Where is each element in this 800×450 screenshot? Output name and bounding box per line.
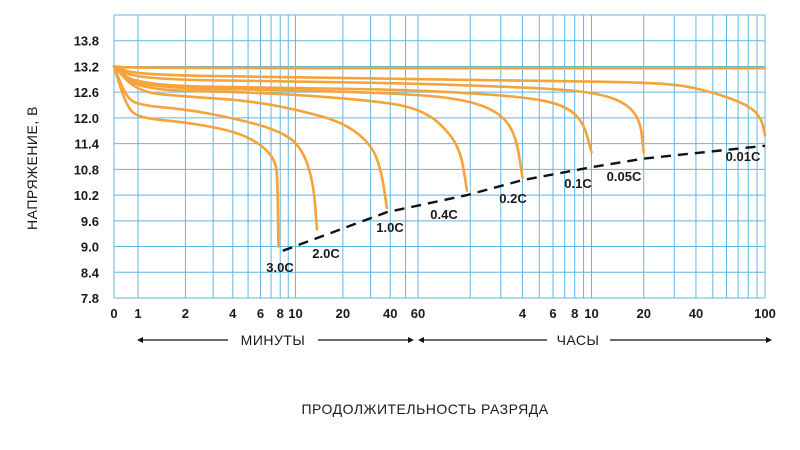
cutoff-voltage-line xyxy=(282,144,766,252)
minutes-label: МИНУТЫ xyxy=(241,332,306,348)
series-line-0_01C xyxy=(112,65,767,137)
series-line-0_4C xyxy=(112,65,469,193)
x-tick-label: 10 xyxy=(288,306,302,321)
rate-label: 0.1C xyxy=(564,176,592,191)
y-tick-label: 9.0 xyxy=(81,240,99,255)
hours-span: ЧАСЫ xyxy=(418,332,772,348)
y-axis-ticks: 13.8 13.2 12.6 12.0 11.4 10.8 10.2 9.6 9.0 8.4 7.8 xyxy=(74,34,100,306)
rate-label: 0.4C xyxy=(430,207,458,222)
y-tick-label: 11.4 xyxy=(74,137,99,152)
x-tick-label: 40 xyxy=(383,306,397,321)
rate-labels: 3.0C 2.0C 1.0C 0.4C 0.2C 0.1C 0.05C 0.01C xyxy=(266,149,761,275)
y-tick-label: 12.6 xyxy=(74,85,99,100)
y-tick-label: 8.4 xyxy=(81,265,100,280)
y-tick-label: 7.8 xyxy=(81,291,99,306)
y-tick-label: 13.8 xyxy=(74,34,99,49)
x-tick-label: 10 xyxy=(584,306,598,321)
x-tick-label: 40 xyxy=(689,306,703,321)
series-line-0_05C xyxy=(112,65,645,154)
rate-label: 1.0C xyxy=(376,220,404,235)
series-line-float xyxy=(112,65,767,70)
x-tick-label: 60 xyxy=(411,306,425,321)
rate-label: 3.0C xyxy=(266,260,294,275)
y-tick-label: 9.6 xyxy=(81,214,99,229)
discharge-curves xyxy=(112,65,767,248)
hours-label: ЧАСЫ xyxy=(557,332,600,348)
y-axis-title: НАПРЯЖЕНИЕ, В xyxy=(24,106,40,230)
x-tick-label: 6 xyxy=(257,306,264,321)
chart-grid xyxy=(113,14,766,299)
x-axis-ticks: 0 1 2 4 6 8 10 20 40 60 4 6 8 10 20 40 100 xyxy=(110,306,775,321)
x-tick-label: 100 xyxy=(754,306,776,321)
x-tick-label: 20 xyxy=(636,306,650,321)
series-line-3_0C xyxy=(112,65,280,248)
y-tick-label: 10.8 xyxy=(74,162,99,177)
y-tick-label: 10.2 xyxy=(74,188,99,203)
x-tick-label: 20 xyxy=(336,306,350,321)
x-tick-label: 4 xyxy=(519,306,527,321)
rate-label: 0.2C xyxy=(499,191,527,206)
series-line-2_0C xyxy=(112,65,319,231)
y-tick-label: 12.0 xyxy=(74,111,99,126)
rate-label: 0.05C xyxy=(607,169,642,184)
series-line-1_0C xyxy=(112,65,389,210)
x-tick-label: 0 xyxy=(110,306,117,321)
cutoff-line xyxy=(282,144,766,252)
series-line-0_2C xyxy=(112,65,524,180)
x-tick-label: 6 xyxy=(549,306,556,321)
x-tick-label: 8 xyxy=(277,306,284,321)
x-tick-label: 1 xyxy=(134,306,141,321)
minutes-span: МИНУТЫ xyxy=(137,332,414,348)
x-axis-title: ПРОДОЛЖИТЕЛЬНОСТЬ РАЗРЯДА xyxy=(301,401,548,417)
x-tick-label: 2 xyxy=(182,306,189,321)
series-line-0_1C xyxy=(112,65,593,154)
x-tick-label: 4 xyxy=(229,306,237,321)
y-tick-label: 13.2 xyxy=(74,59,99,74)
x-tick-label: 8 xyxy=(571,306,578,321)
rate-label: 2.0C xyxy=(312,246,340,261)
rate-label: 0.01C xyxy=(726,149,761,164)
